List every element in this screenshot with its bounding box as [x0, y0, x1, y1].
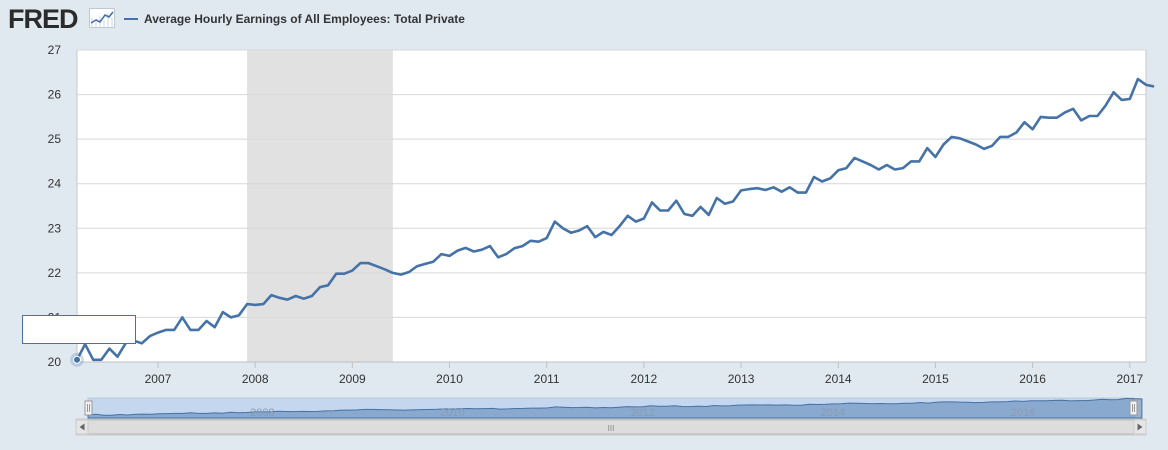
fred-logo[interactable]: FRED: [8, 4, 78, 34]
hover-marker: [70, 352, 84, 367]
y-tick-label: 26: [48, 88, 62, 102]
x-tick-label: 2013: [728, 372, 755, 386]
x-tick-label: 2008: [242, 372, 269, 386]
x-tick-label: 2014: [825, 372, 852, 386]
y-tick-label: 24: [48, 177, 62, 191]
x-tick-label: 2010: [436, 372, 463, 386]
x-tick-label: 2009: [339, 372, 366, 386]
navigator-series-area: [87, 397, 1143, 419]
y-tick-label: 25: [48, 132, 62, 146]
y-tick-label: 20: [48, 355, 62, 369]
scrollbar-grip: III: [608, 424, 615, 433]
x-tick-label: 2015: [922, 372, 949, 386]
legend-series-label: Average Hourly Earnings of All Employees…: [144, 12, 465, 26]
x-axis: 2007 2008 2009 2010 2011 2012 2013 2014 2015 2016…: [77, 361, 1146, 386]
recession-shading: [247, 50, 393, 362]
x-tick-label: 2012: [631, 372, 658, 386]
navigator-labels: 2008 2010 2012 2014 2016: [250, 407, 1035, 419]
y-tick-label: 23: [48, 221, 62, 235]
line-chart-icon: [89, 8, 115, 28]
scroll-right-arrow-icon: [1137, 423, 1143, 431]
chart-header: FRED Average Hourly Earnings of All Empl…: [0, 0, 1168, 40]
legend[interactable]: Average Hourly Earnings of All Employees…: [124, 10, 465, 28]
navigator-year-label: 2010: [440, 407, 464, 419]
x-tick-label: 2017: [1116, 372, 1143, 386]
navigator-year-label: 2014: [821, 407, 845, 419]
y-tick-label: 22: [48, 266, 62, 280]
scrollbar[interactable]: III: [75, 418, 1147, 436]
x-tick-label: 2011: [534, 372, 560, 386]
navigator-year-label: 2012: [630, 407, 654, 419]
series-line[interactable]: [75, 77, 1155, 362]
x-tick-label: 2016: [1019, 372, 1046, 386]
navigator-right-handle[interactable]: [1129, 400, 1138, 416]
navigator-year-label: 2008: [250, 407, 274, 419]
navigator-year-label: 2016: [1011, 407, 1035, 419]
navigator[interactable]: 2008 2010 2012 2014 2016: [84, 397, 1143, 419]
scroll-left-arrow-icon: [79, 423, 85, 431]
x-tick-label: 2007: [145, 372, 172, 386]
tooltip: [22, 315, 136, 344]
navigator-left-handle[interactable]: [84, 400, 93, 416]
legend-line-swatch: [124, 18, 138, 20]
y-tick-label: 27: [48, 43, 62, 57]
hover-point: [73, 355, 81, 364]
